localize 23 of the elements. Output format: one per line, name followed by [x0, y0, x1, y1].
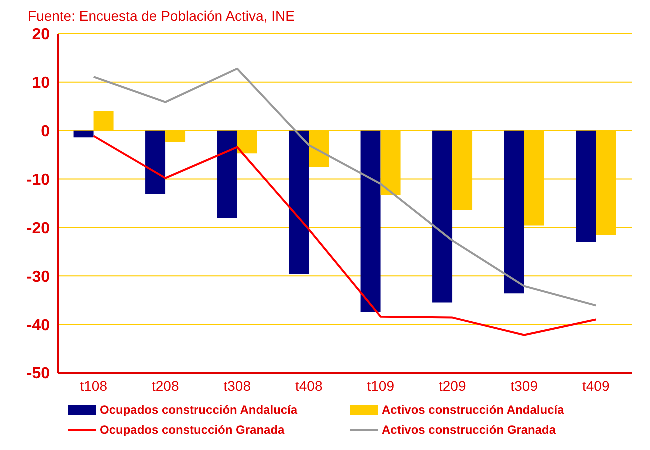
line-series [92, 68, 598, 307]
legend-label: Activos construcción Andalucía [382, 403, 564, 417]
x-tick-label: t409 [582, 378, 610, 394]
y-tick-label: 0 [41, 124, 50, 141]
legend-label: Ocupados construcción Andalucía [100, 403, 298, 417]
y-tick-label: -50 [26, 366, 50, 383]
x-tick-label: t109 [367, 378, 395, 394]
source-note: Fuente: Encuesta de Población Activa, INE [27, 8, 296, 26]
legend-label: Ocupados constucción Granada [100, 423, 285, 437]
x-tick-label: t209 [439, 378, 466, 394]
y-tick-label: -40 [26, 317, 50, 334]
y-tick-label: -20 [26, 220, 50, 238]
legend-label: Activos construcción Granada [382, 423, 556, 437]
y-tick-label: -10 [26, 172, 50, 189]
x-tick-label: t408 [296, 378, 323, 394]
x-tick-label: t108 [80, 378, 108, 394]
x-tick-label: t309 [510, 378, 538, 394]
y-tick-label: 20 [32, 26, 50, 44]
x-tick-label: t308 [224, 378, 252, 394]
y-tick-label: 10 [32, 75, 50, 92]
line-series [92, 135, 598, 336]
y-tick-label: -30 [26, 268, 50, 286]
x-tick-label: t208 [152, 378, 180, 394]
